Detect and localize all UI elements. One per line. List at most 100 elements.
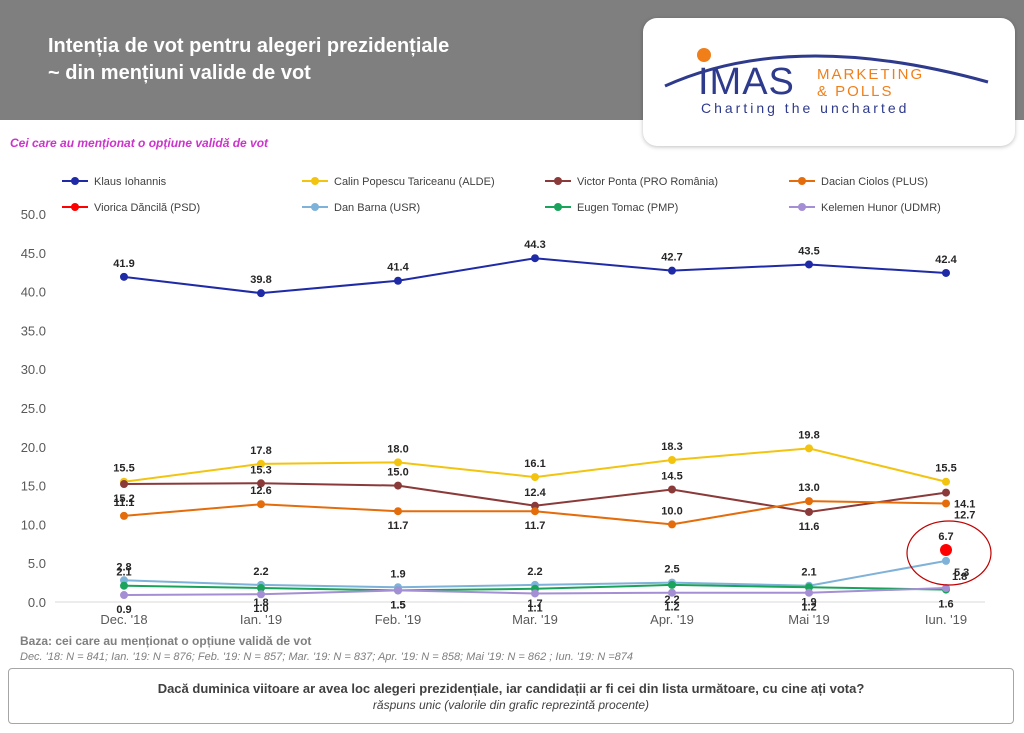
y-tick-label: 30.0 <box>21 362 46 377</box>
data-label: 13.0 <box>798 482 819 494</box>
x-tick-label: Feb. '19 <box>375 612 422 627</box>
data-label: 14.1 <box>954 499 975 511</box>
legend-label: Dan Barna (USR) <box>334 202 420 214</box>
data-label: 1.6 <box>938 599 953 611</box>
data-point <box>394 276 402 285</box>
data-point <box>531 254 539 263</box>
series-line <box>123 257 947 295</box>
data-label: 41.9 <box>113 258 134 270</box>
data-point <box>668 455 676 464</box>
data-label: 18.0 <box>387 443 408 455</box>
data-label: 2.1 <box>116 567 131 579</box>
data-point <box>120 272 128 281</box>
data-label: 2.2 <box>664 594 679 606</box>
data-label: 2.5 <box>664 564 679 576</box>
data-label: 11.7 <box>388 520 409 532</box>
data-label: 18.3 <box>661 441 682 453</box>
legend-label: Calin Popescu Tariceanu (ALDE) <box>334 176 495 188</box>
data-point <box>531 589 539 598</box>
data-label: 2.2 <box>253 566 268 578</box>
legend-marker <box>71 177 79 185</box>
data-label: 15.2 <box>113 493 134 505</box>
legend-marker <box>71 203 79 211</box>
title-line-2: ~ din mențiuni valide de vot <box>48 62 311 84</box>
legend-marker <box>554 203 562 211</box>
legend-marker <box>798 177 806 185</box>
data-label: 1.0 <box>253 603 268 615</box>
data-label: 15.3 <box>250 464 271 476</box>
data-label: 42.7 <box>661 252 682 264</box>
data-label: 19.8 <box>798 429 819 441</box>
logo-card: IMAS MARKETING & POLLS Charting the unch… <box>643 18 1015 146</box>
data-point <box>668 266 676 275</box>
data-point <box>805 588 813 597</box>
data-point <box>942 499 950 508</box>
data-label: 1.5 <box>390 599 405 611</box>
data-label: 1.5 <box>390 599 405 611</box>
y-tick-label: 25.0 <box>21 401 46 416</box>
legend-label: Victor Ponta (PRO România) <box>577 176 718 188</box>
data-label: 12.4 <box>524 487 546 499</box>
y-tick-label: 10.0 <box>21 517 46 532</box>
data-point <box>120 511 128 520</box>
data-label: 0.9 <box>116 604 131 616</box>
data-label: 1.1 <box>527 602 542 614</box>
data-point <box>805 260 813 269</box>
data-label: 15.5 <box>113 463 134 475</box>
data-point <box>120 480 128 489</box>
question-note: răspuns unic (valorile din grafic reprez… <box>372 698 650 712</box>
x-tick-label: Ian. '19 <box>240 612 282 627</box>
y-tick-label: 0.0 <box>28 595 46 610</box>
data-point <box>668 588 676 597</box>
data-label: 6.7 <box>938 531 953 543</box>
title-line-1: Intenția de vot pentru alegeri prezidenț… <box>48 35 450 57</box>
data-point <box>257 289 265 298</box>
x-tick-label: Iun. '19 <box>925 612 967 627</box>
y-tick-label: 20.0 <box>21 440 46 455</box>
data-point <box>394 481 402 490</box>
data-label: 15.5 <box>935 463 956 475</box>
legend-label: Dacian Ciolos (PLUS) <box>821 176 928 188</box>
data-point <box>942 477 950 486</box>
data-point <box>940 544 952 557</box>
question-box: Dacă duminica viitoare ar avea loc alege… <box>8 668 1014 724</box>
data-point <box>805 497 813 506</box>
data-label: 12.7 <box>954 509 975 521</box>
data-point <box>257 479 265 488</box>
data-point <box>257 584 265 593</box>
x-tick-label: Mai '19 <box>788 612 830 627</box>
data-point <box>805 507 813 516</box>
question-text: Dacă duminica viitoare ar avea loc alege… <box>157 681 865 696</box>
logo-line-2: & POLLS <box>817 83 894 100</box>
data-point <box>668 520 676 529</box>
legend-label: Kelemen Hunor (UDMR) <box>821 202 941 214</box>
data-label: 1.7 <box>527 598 542 610</box>
logo-tagline: Charting the uncharted <box>701 100 909 116</box>
x-tick-label: Mar. '19 <box>512 612 558 627</box>
base-note: Baza: cei care au menționat o opțiune va… <box>20 634 312 648</box>
y-tick-label: 50.0 <box>21 207 46 222</box>
data-point <box>120 581 128 590</box>
logo-dot-icon <box>697 48 711 62</box>
page-title: Intenția de vot pentru alegeri prezidenț… <box>48 33 449 87</box>
data-label: 14.5 <box>661 470 682 482</box>
data-label: 17.8 <box>250 445 271 457</box>
legend-label: Eugen Tomac (PMP) <box>577 202 678 214</box>
data-label: 15.0 <box>387 467 408 479</box>
data-label: 11.6 <box>799 521 820 533</box>
y-tick-label: 45.0 <box>21 246 46 261</box>
legend-marker <box>798 203 806 211</box>
data-point <box>120 591 128 600</box>
y-tick-label: 15.0 <box>21 479 46 494</box>
data-label: 12.6 <box>250 485 271 497</box>
data-label: 39.8 <box>250 274 271 286</box>
data-point <box>257 459 265 468</box>
data-label: 1.2 <box>801 602 816 614</box>
data-point <box>942 488 950 497</box>
data-label: 2.1 <box>801 567 816 579</box>
data-label: 1.2 <box>664 602 679 614</box>
line-chart: 0.0 5.0 10.0 15.0 20.0 25.0 30.0 35.0 40.0 45.0 50… <box>21 176 992 627</box>
data-label: 11.7 <box>525 520 546 532</box>
logo-arc <box>664 54 989 88</box>
data-point <box>668 580 676 589</box>
